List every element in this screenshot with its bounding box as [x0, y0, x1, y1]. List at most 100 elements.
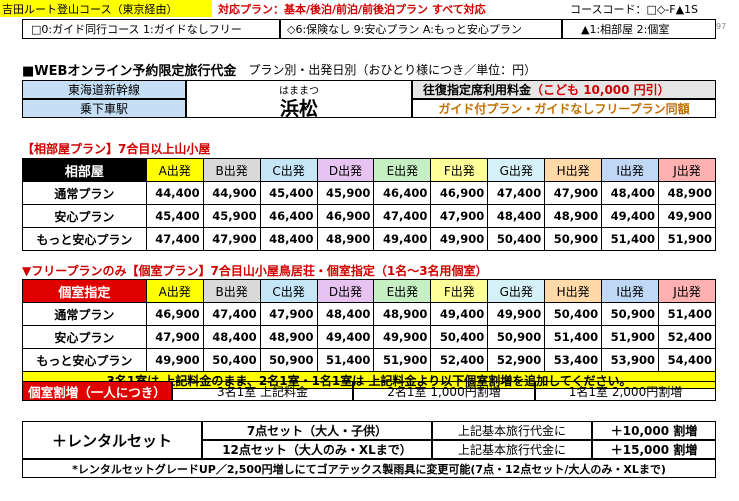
- price-cell: 44,400: [145, 181, 204, 205]
- price-cell: 51,400: [658, 302, 716, 326]
- plan-name: もっと安心プラン: [22, 227, 147, 251]
- price-cell: 48,400: [487, 204, 546, 228]
- column-header: F出発: [430, 158, 489, 182]
- plan-name: 通常プラン: [22, 302, 147, 326]
- column-header: G出発: [487, 279, 546, 303]
- column-header: B出発: [202, 279, 261, 303]
- private-heading: ▼フリープランのみ【個室プラン】7合目山小屋鳥居荘・個室指定（1名～3名用個室）: [22, 263, 488, 278]
- column-header: H出発: [544, 279, 603, 303]
- price-cell: 47,400: [202, 302, 261, 326]
- table-row: 通常プラン 44,400 44,900 45,400 45,900 46,400…: [22, 181, 716, 205]
- price-cell: 49,900: [430, 227, 489, 251]
- shared-heading: 【相部屋プラン】7合目以上山小屋: [22, 141, 211, 156]
- rental-desc-12: 上記基本旅行代金に: [432, 440, 592, 459]
- price-cell: 50,900: [601, 302, 660, 326]
- price-cell: 50,400: [487, 227, 546, 251]
- private-header-row: 個室指定 A出発 B出発 C出発 D出発 E出発 F出発 G出発 H出発 I出発…: [22, 279, 716, 303]
- rental-note: *レンタルセットグレードUP／2,500円増しにてゴアテックス製雨具に変更可能(…: [22, 459, 716, 478]
- page-number: 97: [716, 22, 727, 31]
- column-header: A出発: [145, 279, 204, 303]
- price-cell: 49,400: [601, 204, 660, 228]
- title-main: ■WEBオンライン予約限定旅行代金: [22, 63, 237, 79]
- column-header: E出発: [373, 279, 432, 303]
- column-header: F出発: [430, 279, 489, 303]
- price-cell: 51,900: [658, 227, 716, 251]
- fare-label-cell: 往復指定席利用料金 （こども 10,000 円引）: [412, 80, 716, 99]
- plan-name: 安心プラン: [22, 325, 147, 349]
- price-cell: 48,900: [259, 325, 318, 349]
- table-row: もっと安心プラン 49,900 50,400 50,900 51,400 51,…: [22, 348, 716, 372]
- column-header: I出発: [601, 158, 660, 182]
- column-header: D出発: [316, 158, 375, 182]
- price-cell: 50,900: [544, 227, 603, 251]
- price-cell: 48,400: [202, 325, 261, 349]
- station-name-cell: はままつ 浜松: [186, 80, 412, 118]
- price-cell: 49,400: [373, 227, 432, 251]
- price-cell: 53,900: [601, 348, 660, 372]
- plan-name: 安心プラン: [22, 204, 147, 228]
- column-header: G出発: [487, 158, 546, 182]
- price-cell: 48,400: [316, 302, 375, 326]
- fare-note: ガイド付プラン・ガイドなしフリープラン同額: [412, 99, 716, 118]
- price-cell: 50,400: [430, 325, 489, 349]
- price-cell: 48,900: [658, 181, 716, 205]
- price-cell: 48,400: [259, 227, 318, 251]
- station-reading: はままつ: [279, 85, 319, 97]
- column-header: I出発: [601, 279, 660, 303]
- price-cell: 47,900: [430, 204, 489, 228]
- plan-support: 対応プラン：基本/後泊/前泊/前後泊プラン すべて対応: [218, 2, 486, 16]
- price-cell: 49,900: [487, 302, 546, 326]
- shared-header-row: 相部屋 A出発 B出発 C出発 D出発 E出発 F出発 G出発 H出発 I出発 …: [22, 158, 716, 182]
- shared-price-table: 相部屋 A出発 B出発 C出発 D出発 E出発 F出発 G出発 H出発 I出発 …: [22, 158, 716, 251]
- price-cell: 50,900: [487, 325, 546, 349]
- rental-label: ＋レンタルセット: [22, 421, 202, 459]
- insurance-option: ◇6:保険なし 9:安心プラン A:もっと安心プラン: [280, 19, 562, 39]
- shared-label: 相部屋: [22, 158, 147, 182]
- table-row: もっと安心プラン 47,400 47,900 48,400 48,900 49,…: [22, 227, 716, 251]
- private-label: 個室指定: [22, 279, 147, 303]
- board-station-label: 乗下車駅: [22, 99, 186, 118]
- private-price-table: 個室指定 A出発 B出発 C出発 D出発 E出発 F出発 G出発 H出発 I出発…: [22, 279, 716, 372]
- price-cell: 46,900: [145, 302, 204, 326]
- price-cell: 47,400: [373, 204, 432, 228]
- price-cell: 51,400: [544, 325, 603, 349]
- title-sub: プラン別・出発日別（おひとり様につき／単位：円）: [248, 62, 537, 77]
- price-cell: 48,900: [544, 204, 603, 228]
- price-cell: 47,400: [145, 227, 204, 251]
- price-cell: 44,900: [202, 181, 261, 205]
- price-cell: 47,900: [544, 181, 603, 205]
- plan-name: もっと安心プラン: [22, 348, 147, 372]
- child-fare: （こども 10,000 円引）: [531, 83, 670, 97]
- price-cell: 45,400: [259, 181, 318, 205]
- rental-amount-12: ＋15,000 割増: [592, 440, 716, 459]
- train-line: 東海道新幹線: [22, 80, 186, 99]
- price-cell: 45,400: [145, 204, 204, 228]
- price-cell: 49,400: [430, 302, 489, 326]
- price-cell: 50,400: [544, 302, 603, 326]
- rental-amount-7: ＋10,000 割増: [592, 421, 716, 440]
- price-cell: 52,400: [658, 325, 716, 349]
- guide-option: □0:ガイド同行コース 1:ガイドなしフリー: [22, 19, 280, 39]
- course-title: 吉田ルート登山コース（東京経由）: [0, 0, 212, 17]
- price-cell: 49,900: [145, 348, 204, 372]
- price-cell: 46,400: [373, 181, 432, 205]
- price-cell: 47,400: [487, 181, 546, 205]
- price-cell: 48,900: [316, 227, 375, 251]
- price-cell: 52,400: [430, 348, 489, 372]
- price-cell: 48,400: [601, 181, 660, 205]
- price-cell: 52,900: [487, 348, 546, 372]
- station-name: 浜松: [279, 97, 318, 119]
- private-notice: 3名1室は 上記料金のまま、2名1室・1名1室は 上記料金より以下個室割増を追加…: [22, 371, 716, 389]
- price-cell: 48,900: [373, 302, 432, 326]
- surcharge-1pax: 1名1室 2,000円割増: [535, 381, 716, 401]
- price-cell: 50,400: [202, 348, 261, 372]
- rental-set-7: 7点セット（大人・子供）: [202, 421, 432, 440]
- price-cell: 47,900: [259, 302, 318, 326]
- table-row: 安心プラン 45,400 45,900 46,400 46,900 47,400…: [22, 204, 716, 228]
- column-header: J出発: [658, 158, 716, 182]
- page-title: ■WEBオンライン予約限定旅行代金 プラン別・出発日別（おひとり様につき／単位：…: [22, 60, 722, 79]
- price-cell: 46,900: [316, 204, 375, 228]
- room-option: ▲1:相部屋 2:個室: [562, 19, 716, 39]
- price-cell: 51,900: [373, 348, 432, 372]
- price-cell: 47,900: [202, 227, 261, 251]
